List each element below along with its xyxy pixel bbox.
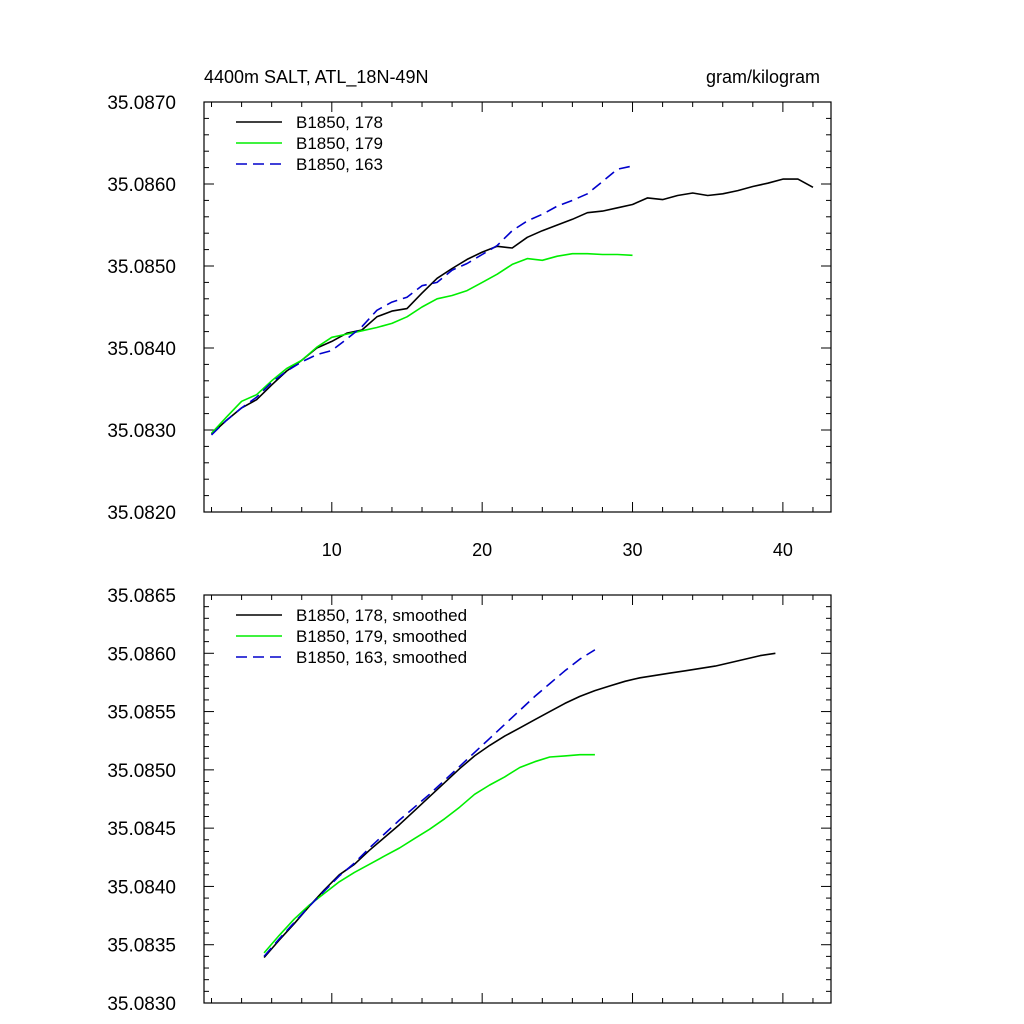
y-tick-label: 35.0845 (107, 819, 176, 840)
series-line-b1850-178 (210, 178, 814, 435)
series-line-b1850-179-smoothed (263, 753, 595, 954)
y-tick-label: 35.0820 (107, 503, 176, 524)
series-line-b1850-163 (210, 165, 633, 436)
y-tick-label: 35.0830 (107, 421, 176, 442)
units-label: gram/kilogram (706, 67, 820, 87)
y-tick-label: 35.0860 (107, 644, 176, 665)
series-line-b1850-179 (210, 252, 633, 434)
y-tick-label: 35.0850 (107, 257, 176, 278)
x-tick-label: 10 (322, 540, 342, 560)
legend-label: B1850, 178, smoothed (296, 606, 467, 625)
legend-label: B1850, 179, smoothed (296, 627, 467, 646)
x-tick-label: 20 (472, 540, 492, 560)
series-line-b1850-163-smoothed (263, 649, 596, 957)
y-tick-label: 35.0860 (107, 175, 176, 196)
plot-frame (203, 101, 832, 513)
legend-label: B1850, 163 (296, 155, 383, 174)
legend-label: B1850, 179 (296, 134, 383, 153)
legend-label: B1850, 163, smoothed (296, 648, 467, 667)
y-tick-label: 35.0835 (107, 936, 176, 957)
y-tick-label: 35.0840 (107, 877, 176, 898)
y-tick-label: 35.0840 (107, 339, 176, 360)
y-tick-label: 35.0865 (107, 586, 176, 607)
figure-title: 4400m SALT, ATL_18N-49N (204, 67, 428, 88)
x-tick-label: 40 (773, 540, 793, 560)
y-tick-label: 35.0850 (107, 761, 176, 782)
series-line-b1850-178-smoothed (263, 652, 776, 959)
bottom-panel: 35.0830 35.0835 35.0840 35.0845 35.0850 35.08… (107, 586, 832, 1015)
y-tick-label: 35.0870 (107, 93, 176, 114)
x-tick-label: 30 (623, 540, 643, 560)
y-tick-label: 35.0855 (107, 703, 176, 724)
legend-label: B1850, 178 (296, 113, 383, 132)
plot-frame (203, 594, 832, 1004)
top-panel: 10 20 30 40 35.0820 35.0830 35.0840 35.0850 35.0… (107, 93, 832, 560)
y-tick-label: 35.0830 (107, 994, 176, 1015)
